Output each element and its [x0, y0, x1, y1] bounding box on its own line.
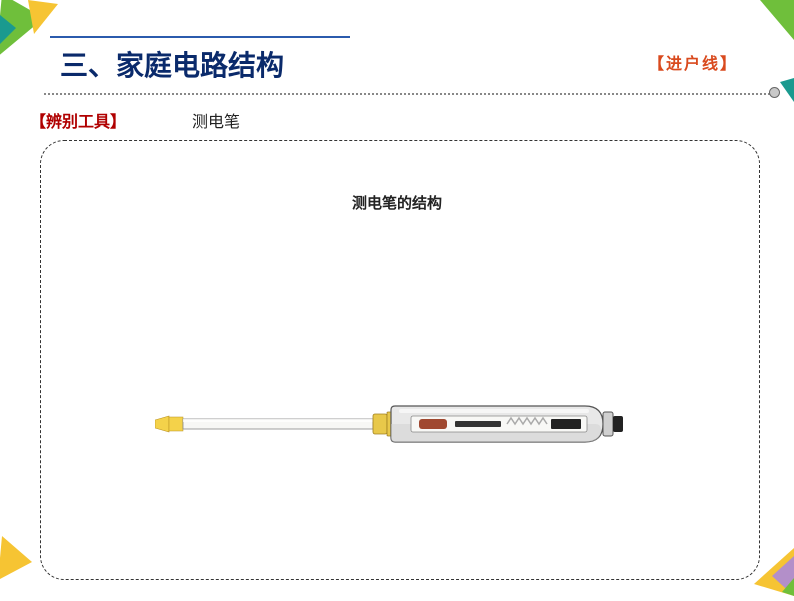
structure-title: 测电笔的结构	[0, 192, 794, 213]
corner-label: 【进户线】	[648, 50, 738, 74]
main-title: 三、家庭电路结构	[60, 44, 284, 84]
tester-pen-diagram	[155, 400, 625, 448]
header-divider	[50, 36, 350, 38]
tool-name: 测电笔	[192, 108, 240, 132]
tool-label: 【辨别工具】	[30, 108, 126, 132]
dotted-end-marker	[769, 87, 780, 98]
dotted-separator	[44, 93, 778, 95]
